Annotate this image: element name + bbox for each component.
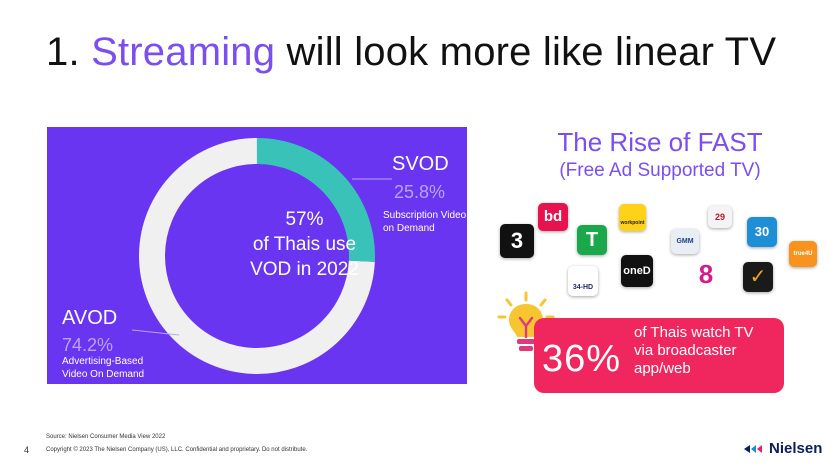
stat-line-1: of Thais watch TV — [634, 324, 754, 341]
svod-desc-line-2: on Demand — [383, 223, 435, 234]
logo-one-d-text: oneD — [623, 265, 651, 277]
logo-channel-8: 8 — [694, 259, 718, 289]
stat-line-3: app/web — [634, 360, 691, 377]
fast-title: The Rise of FAST — [557, 127, 763, 157]
avod-desc-line-1: Advertising-Based — [62, 356, 144, 367]
avod-segment — [139, 138, 375, 374]
broadcaster-stat-box: 36% of Thais watch TV via broadcaster ap… — [534, 318, 784, 393]
logo-channel-34: 34-HD — [568, 266, 598, 296]
logo-channel-29: 29 — [708, 206, 732, 228]
logo-channel-8-text: 8 — [698, 259, 714, 289]
title-accent: Streaming — [91, 30, 276, 74]
logo-mcot: 30 — [747, 217, 777, 247]
title-rest: will look more like linear TV — [286, 30, 777, 74]
stat-line-2: via broadcaster — [634, 342, 737, 359]
page-number: 4 — [24, 445, 30, 455]
logo-3-plus: 3 — [500, 224, 534, 258]
logo-workpoint: workpoint — [619, 204, 646, 231]
svod-segment — [256, 138, 375, 262]
svod-label: SVOD — [392, 153, 449, 175]
logo-one-d: oneD — [621, 255, 653, 287]
lightbulb-icon — [497, 291, 555, 351]
logo-true4u-text: true4U — [793, 251, 813, 257]
logo-check: ✓ — [743, 262, 773, 292]
center-line-1: 57% — [285, 209, 324, 230]
donut-chart — [131, 138, 392, 374]
donut-center-text: 57% of Thais use VOD in 2022 — [217, 207, 392, 282]
slide-title: 1. Streaming will look more like linear … — [46, 30, 776, 75]
fast-subtitle: (Free Ad Supported TV) — [559, 160, 761, 181]
source-note: Source: Nielsen Consumer Media View 2022 — [46, 434, 166, 440]
logo-channel-29-text: 29 — [714, 212, 725, 222]
avod-desc-line-2: Video On Demand — [62, 369, 145, 380]
stat-description: of Thais watch TV via broadcaster app/we… — [634, 324, 779, 378]
nielsen-logo: Nielsen — [744, 440, 822, 457]
center-line-3: VOD in 2022 — [250, 259, 359, 280]
logo-true4u: true4U — [789, 241, 817, 267]
nielsen-mark-icon — [744, 444, 762, 453]
svod-desc-line-1: Subscription Video — [383, 210, 467, 221]
avod-leader-line — [131, 329, 180, 336]
copyright-note: Copyright © 2023 The Nielsen Company (US… — [46, 447, 308, 453]
logo-bd-text: bd — [543, 208, 563, 225]
svod-description: Subscription Video on Demand — [383, 209, 473, 235]
title-number: 1. — [46, 30, 80, 74]
logo-gmm: GMM — [671, 229, 699, 254]
center-line-2: of Thais use — [252, 234, 357, 255]
avod-label: AVOD — [62, 307, 118, 329]
logo-channel-34-text: 34-HD — [572, 284, 594, 291]
logo-mcot-text: 30 — [754, 224, 770, 239]
logo-check-text: ✓ — [749, 266, 767, 288]
svod-value: 25.8% — [394, 182, 446, 202]
logo-gmm-text: GMM — [676, 237, 694, 245]
avod-description: Advertising-Based Video On Demand — [62, 355, 144, 381]
logo-workpoint-text: workpoint — [620, 220, 645, 226]
logo-bd: bd — [538, 203, 568, 231]
vod-donut-panel: 57% of Thais use VOD in 2022 SVOD 25.8% … — [47, 127, 467, 384]
logo-3-plus-text: 3 — [510, 228, 524, 253]
logo-t-sport: T — [577, 225, 607, 255]
logo-t-sport-text: T — [585, 229, 599, 251]
brand-name: Nielsen — [769, 440, 823, 457]
avod-value: 74.2% — [62, 335, 114, 355]
stat-value: 36% — [542, 338, 622, 380]
